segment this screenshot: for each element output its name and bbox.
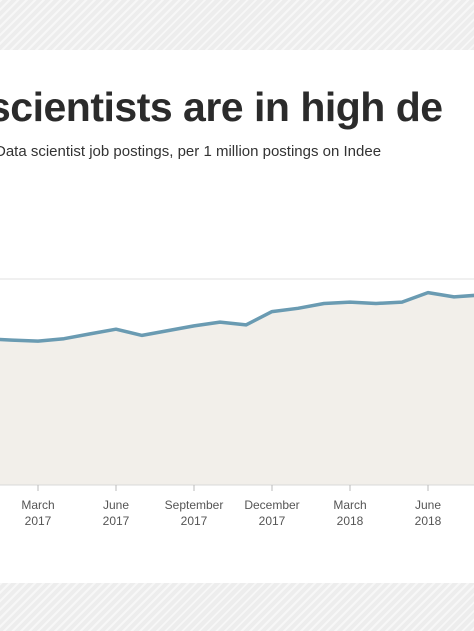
chart-subtitle: Data scientist job postings, per 1 milli… <box>0 143 382 160</box>
x-tick-label-month: September <box>165 498 224 512</box>
x-tick-label-month: March <box>333 498 366 512</box>
top-banner <box>0 0 474 50</box>
x-tick-label-month: December <box>244 498 299 512</box>
x-tick-label-year: 2018 <box>337 514 364 528</box>
job-postings-area-chart: March 2017 June 2017 September 2017 December 20… <box>0 278 474 528</box>
x-tick-label-year: 2017 <box>25 514 52 528</box>
x-tick-label-year: 2017 <box>259 514 286 528</box>
series-line <box>0 290 474 343</box>
x-tick-label-month: June <box>103 498 129 512</box>
x-tick-label-year: 2017 <box>181 514 208 528</box>
x-tick-label-year: 2017 <box>103 514 130 528</box>
x-tick-label-month: March <box>21 498 54 512</box>
chart-title: scientists are in high de <box>0 84 443 130</box>
x-tick-label-year: 2018 <box>415 514 442 528</box>
area-fill <box>0 292 474 485</box>
x-axis-ticks: March 2017 June 2017 September 2017 December 20… <box>21 485 442 528</box>
x-tick-label-month: June <box>415 498 441 512</box>
bottom-banner <box>0 583 474 631</box>
